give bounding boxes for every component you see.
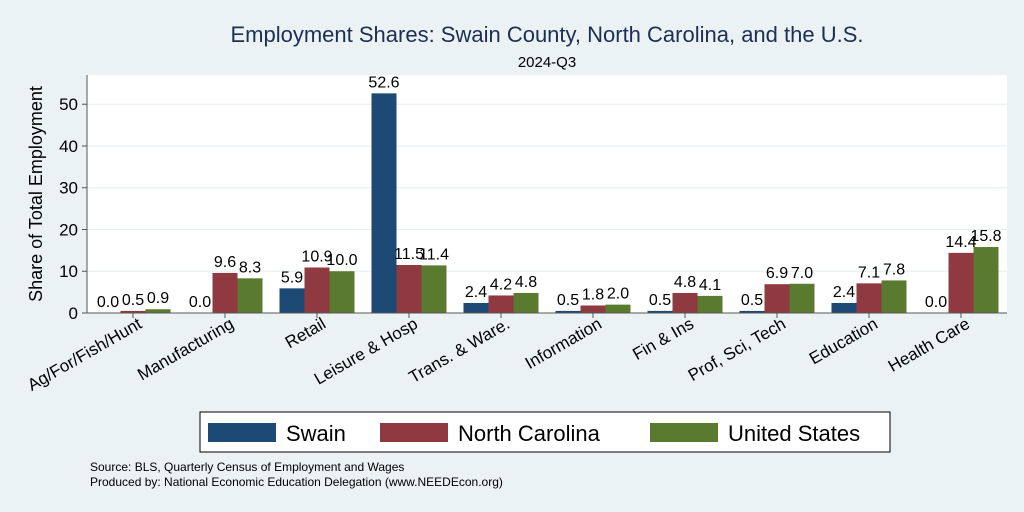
bar [304, 267, 330, 313]
legend-box [199, 411, 891, 453]
bar [831, 302, 857, 313]
data-label: 0.5 [122, 292, 144, 309]
x-tick-label: Leisure & Hosp [311, 314, 421, 389]
bar [513, 292, 539, 313]
data-label: 0.5 [649, 292, 671, 309]
y-tick-label: 30 [59, 179, 78, 198]
y-tick-label: 0 [69, 304, 78, 323]
data-label: 0.0 [925, 294, 947, 311]
bar [605, 304, 631, 313]
bar [396, 264, 422, 313]
produced-note: Produced by: National Economic Education… [90, 475, 503, 489]
data-label: 10.9 [301, 248, 332, 265]
data-label: 2.0 [607, 286, 629, 303]
y-tick-label: 40 [59, 137, 78, 156]
bar [580, 305, 606, 313]
data-label: 0.5 [557, 292, 579, 309]
bar [279, 288, 305, 313]
chart-subtitle: 2024-Q3 [518, 54, 576, 71]
data-label: 8.3 [239, 259, 261, 276]
data-label: 0.0 [189, 294, 211, 311]
data-label: 4.8 [515, 274, 537, 291]
data-label: 10.0 [326, 252, 357, 269]
data-label: 6.9 [766, 265, 788, 282]
x-tick-label: Education [806, 314, 881, 368]
y-tick-label: 50 [59, 95, 78, 114]
y-axis-label: Share of Total Employment [26, 86, 46, 302]
x-tick-label: Retail [282, 314, 329, 352]
bar [948, 252, 974, 313]
legend-swatch [650, 423, 718, 442]
source-note: Source: BLS, Quarterly Census of Employm… [90, 460, 405, 474]
data-label: 5.9 [281, 269, 303, 286]
bar [739, 310, 765, 313]
y-tick-label: 20 [59, 220, 78, 239]
legend: Swain North Carolina United States [199, 411, 891, 453]
bar [555, 310, 581, 313]
data-label: 7.0 [791, 265, 813, 282]
plot-area [87, 75, 1007, 313]
data-label: 0.5 [741, 292, 763, 309]
data-label: 9.6 [214, 254, 236, 271]
data-label: 4.8 [674, 274, 696, 291]
x-tick-label: Prof, Sci, Tech [685, 314, 789, 385]
bar [672, 292, 698, 313]
bar [881, 280, 907, 313]
data-label: 52.6 [368, 74, 399, 91]
bar [120, 310, 146, 313]
data-label: 7.1 [858, 264, 880, 281]
x-tick-label: Fin & Ins [629, 314, 697, 364]
data-label: 15.8 [970, 228, 1001, 245]
x-tick-label: Information [522, 314, 605, 373]
bar [856, 283, 882, 313]
bar [697, 295, 723, 313]
x-tick-label: Trans. & Ware. [406, 314, 513, 387]
legend-swatch [380, 423, 448, 442]
data-label: 11.5 [394, 246, 424, 263]
legend-label: United States [728, 421, 860, 446]
bar [145, 309, 171, 313]
x-tick-label: Health Care [885, 314, 973, 376]
bar [973, 247, 999, 313]
bar [463, 302, 489, 313]
legend-swatch [208, 423, 276, 442]
data-label: 4.2 [490, 276, 512, 293]
bar [371, 93, 397, 313]
data-label: 7.8 [883, 261, 905, 278]
bar [764, 284, 790, 313]
bar [329, 271, 355, 313]
data-label: 11.4 [419, 246, 449, 263]
bar [421, 265, 447, 313]
y-tick-label: 10 [59, 262, 78, 281]
legend-label: Swain [286, 421, 346, 446]
legend-label: North Carolina [458, 421, 601, 446]
bar [789, 283, 815, 313]
bar [237, 278, 263, 313]
bar [647, 310, 673, 313]
x-tick-label: Ag/For/Fish/Hunt [24, 314, 145, 395]
x-tick-label: Manufacturing [134, 314, 237, 384]
bar [488, 295, 514, 313]
data-label: 0.9 [147, 290, 169, 307]
data-label: 14.4 [945, 234, 976, 251]
data-label: 4.1 [699, 277, 721, 294]
data-label: 1.8 [582, 286, 604, 303]
data-label: 2.4 [465, 284, 487, 301]
bar [212, 272, 238, 313]
data-label: 0.0 [97, 294, 119, 311]
chart-title: Employment Shares: Swain County, North C… [230, 22, 863, 47]
data-label: 2.4 [833, 284, 855, 301]
